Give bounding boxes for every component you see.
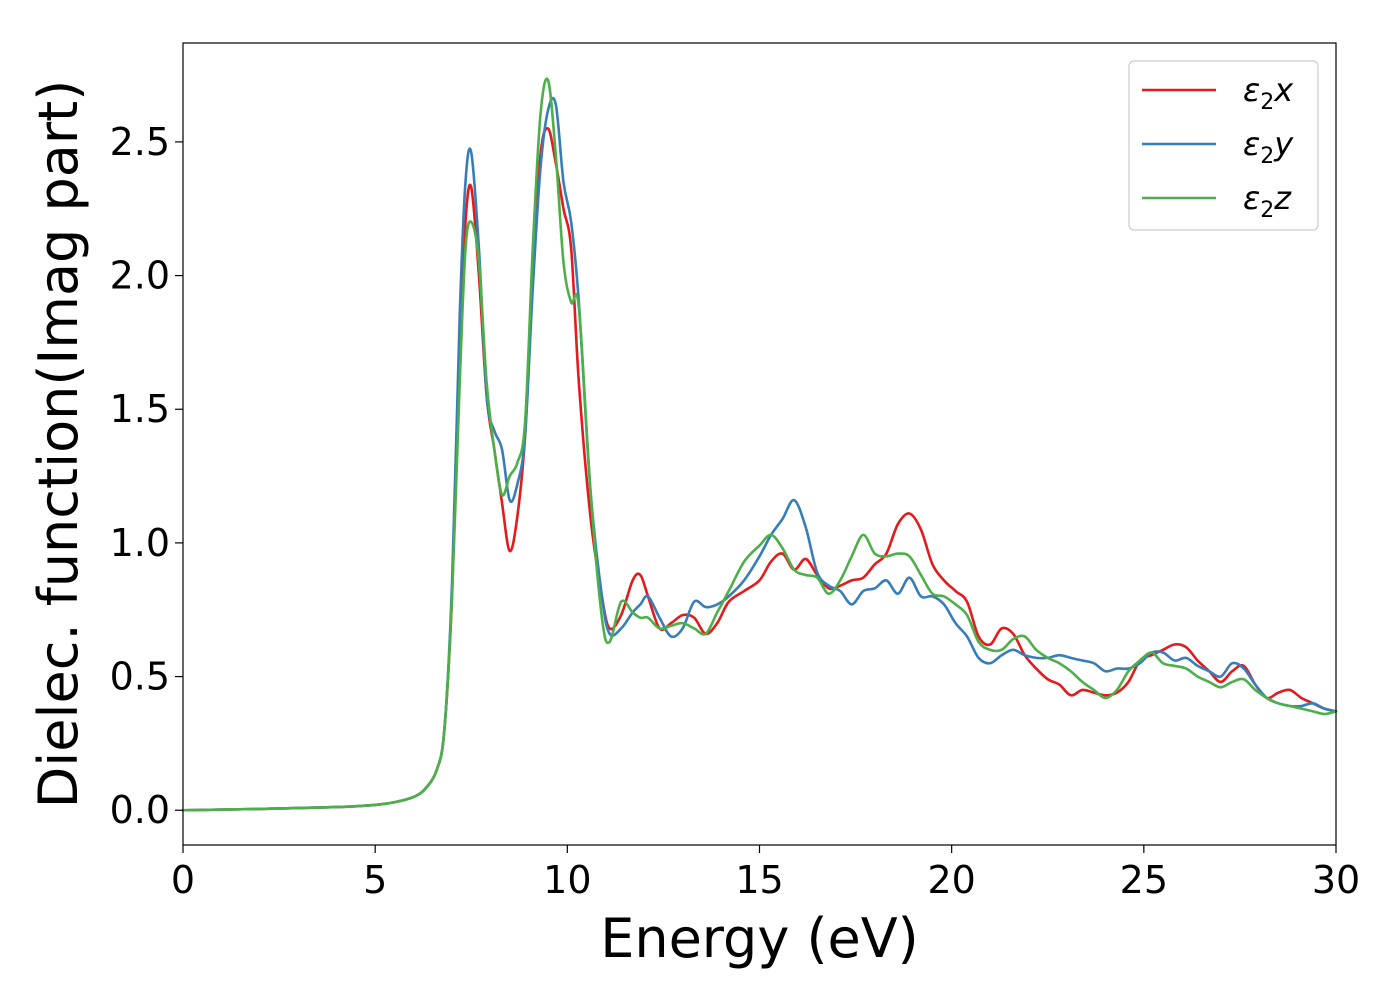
x-tick-label: 20 xyxy=(927,858,975,902)
legend-label-x: ε2x xyxy=(1243,71,1294,115)
x-axis-ticks: 0 5 10 15 20 25 30 xyxy=(171,845,1360,902)
series-line-z xyxy=(181,77,1338,812)
x-tick-label: 30 xyxy=(1312,858,1360,902)
legend-items: ε2x ε2y ε2z xyxy=(1142,71,1294,223)
x-tick-label: 25 xyxy=(1120,858,1168,902)
y-tick-label: 2.5 xyxy=(110,120,170,164)
y-tick-label: 0.5 xyxy=(110,655,170,699)
y-tick-label: 2.0 xyxy=(110,254,170,298)
x-tick-label: 10 xyxy=(543,858,591,902)
x-tick-label: 5 xyxy=(363,858,387,902)
legend-label-z: ε2z xyxy=(1243,179,1292,223)
x-axis-title: Energy (eV) xyxy=(600,907,919,970)
y-axis-title: Dielec. function(Imag part) xyxy=(27,80,90,809)
y-tick-label: 1.5 xyxy=(110,387,170,431)
series-layer xyxy=(181,77,1338,812)
legend-box xyxy=(1128,60,1319,231)
legend-label-y: ε2y xyxy=(1243,125,1294,169)
legend: ε2x ε2y ε2z xyxy=(1128,60,1319,231)
x-tick-label: 0 xyxy=(171,858,195,902)
x-tick-label: 15 xyxy=(735,858,783,902)
y-axis-ticks: 0.0 0.5 1.0 1.5 2.0 2.5 xyxy=(110,120,183,832)
y-tick-label: 0.0 xyxy=(110,788,170,832)
y-tick-label: 1.0 xyxy=(110,521,170,565)
